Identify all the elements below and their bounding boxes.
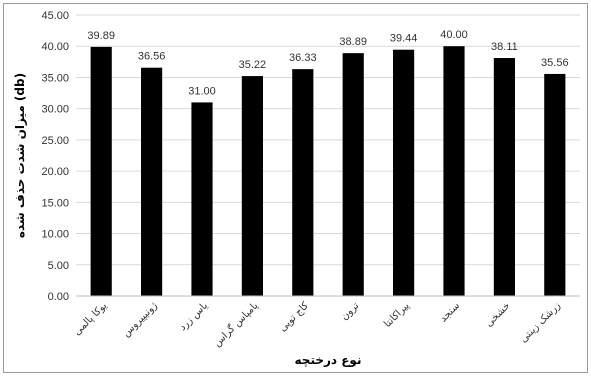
bar [493,58,515,296]
bar [141,67,163,296]
y-tick-label: 25.00 [41,135,69,147]
data-label: 35.56 [541,57,569,69]
y-tick-label: 0.00 [48,291,69,303]
bar [241,76,263,296]
y-tick-label: 15.00 [41,197,69,209]
bar [342,53,364,296]
y-axis-ticks: 0.00 5.00 10.00 15.00 20.00 25.00 30.00 35.00 40… [41,10,69,303]
x-axis-title: نوع درختچه [295,353,362,368]
data-labels: 39.89 36.56 31.00 35.22 36.33 38.89 39.44 40.00… [87,29,568,97]
y-tick-label: 20.00 [41,166,69,178]
data-label: 38.11 [491,41,518,53]
x-category-label: پامپاس گراس [211,299,261,349]
data-label: 31.00 [188,85,216,97]
y-tick-label: 35.00 [41,72,69,84]
y-axis-title: میزان شدت حذف شده (db) [13,73,27,238]
data-label: 40.00 [440,29,468,41]
bar [443,46,465,296]
bar [90,46,112,296]
y-tick-label: 30.00 [41,104,69,116]
x-category-label: ترون [339,300,361,322]
bars [90,46,566,296]
bar [544,73,566,296]
x-category-label: یاس زرد [177,300,210,333]
data-label: 35.22 [239,59,267,71]
y-tick-label: 10.00 [41,229,69,241]
bar [393,49,415,296]
data-label: 39.89 [87,30,115,42]
x-category-label: زرشک زینتی [518,300,563,345]
y-tick-label: 45.00 [41,10,69,22]
data-label: 38.89 [339,36,367,48]
x-category-label: سنجد [438,300,462,324]
bar [191,102,213,296]
x-category-label: خشخی [484,300,513,329]
y-tick-label: 40.00 [41,41,69,53]
x-category-label: کاج توپی [277,300,311,334]
bar [292,69,314,296]
data-label: 39.44 [390,33,418,45]
x-category-label: پیراکانتا [382,300,412,330]
x-category-label: ژونیپیروس [121,300,160,339]
data-label: 36.56 [138,51,166,63]
x-category-label: یوکا پالمی [72,300,110,338]
x-axis-categories: یوکا پالمی ژونیپیروس یاس زرد پامپاس گراس کاج… [72,299,563,349]
y-tick-label: 5.00 [48,260,69,272]
data-label: 36.33 [289,52,317,64]
